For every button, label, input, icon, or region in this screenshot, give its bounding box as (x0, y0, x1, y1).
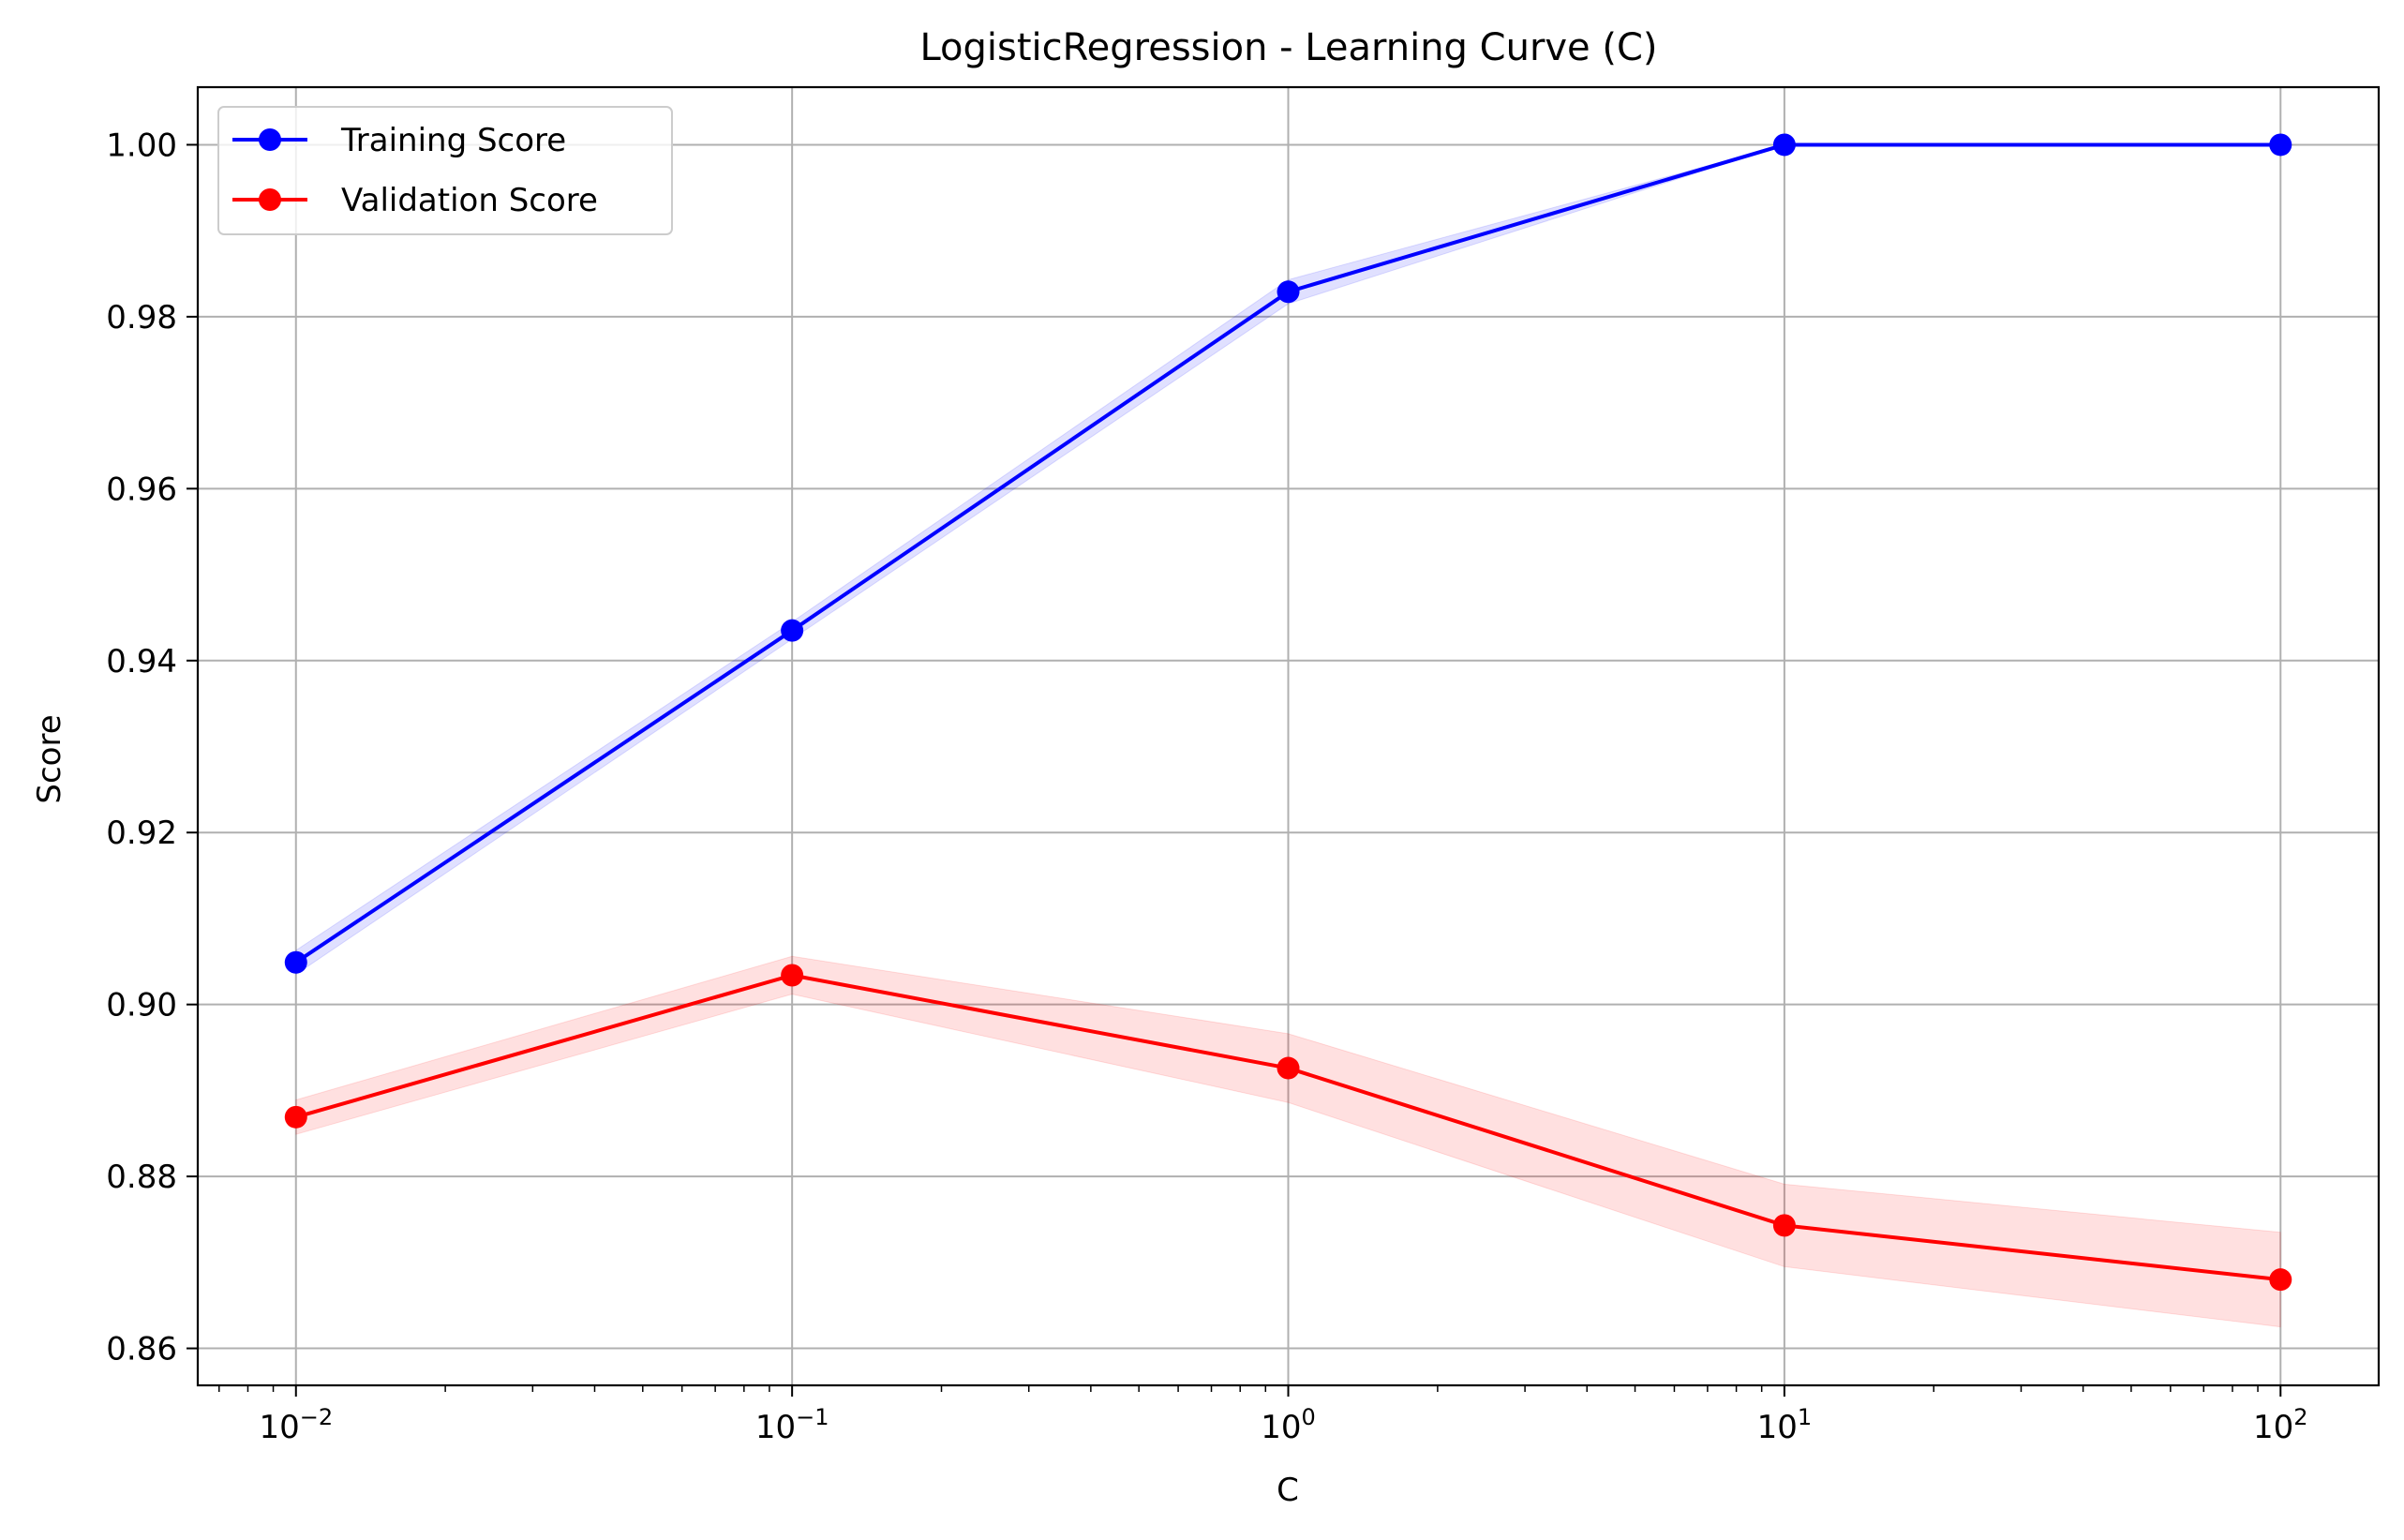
validation-score-point (2269, 1268, 2292, 1292)
y-tick-label: 0.94 (106, 643, 177, 680)
grid-lines (198, 87, 2379, 1385)
x-tick-label: 100 (1261, 1404, 1316, 1446)
y-tick-label: 0.88 (106, 1159, 177, 1196)
validation-score-point (781, 964, 804, 987)
legend-validation-marker (259, 188, 281, 211)
x-tick-label: 10−2 (259, 1404, 333, 1446)
axis-tick-labels: 10−2 10−1 100 101 102 0.86 0.88 0.90 0.92 0.94 0.9… (106, 127, 2307, 1446)
legend-training-label: Training Score (340, 122, 566, 159)
training-score-point (1772, 133, 1796, 157)
x-tick-label: 101 (1757, 1404, 1813, 1446)
x-tick-label: 10−1 (755, 1404, 829, 1446)
y-tick-label: 1.00 (106, 127, 177, 164)
y-tick-label: 0.90 (106, 987, 177, 1024)
chart-title: LogisticRegression - Learning Curve (C) (919, 26, 1657, 69)
legend-validation-label: Validation Score (341, 182, 598, 219)
y-tick-label: 0.98 (106, 299, 177, 336)
legend-training-marker (259, 128, 281, 151)
validation-score-point (1277, 1056, 1300, 1080)
training-score-point (781, 619, 804, 642)
training-score-point (284, 950, 307, 974)
x-tick-label: 102 (2253, 1404, 2308, 1446)
validation-score-point (1772, 1214, 1796, 1237)
validation-score-point (284, 1105, 307, 1129)
series-markers (284, 133, 2292, 1292)
y-axis-label: Score (31, 714, 68, 803)
legend-entries: Training Score Validation Score (232, 122, 598, 219)
y-tick-label: 0.92 (106, 815, 177, 852)
y-tick-label: 0.96 (106, 471, 177, 508)
training-score-point (1277, 280, 1300, 304)
legend: Training Score Validation Score (217, 106, 673, 235)
axis-ticks (187, 143, 2282, 1397)
training-score-point (2269, 133, 2292, 157)
legend-box (217, 106, 673, 235)
x-axis-label: C (1277, 1472, 1299, 1509)
y-tick-label: 0.86 (106, 1331, 177, 1368)
